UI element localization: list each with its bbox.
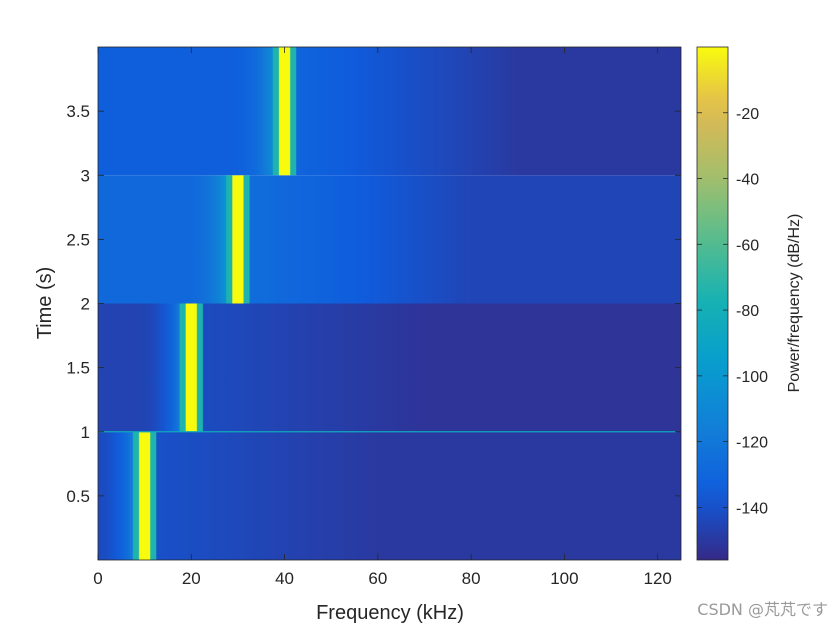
y-tick-label: 2 [81, 295, 90, 314]
spectrogram-segment-4 [98, 47, 681, 176]
colorbar-tick-label: -120 [736, 435, 768, 452]
x-tick-label: 60 [368, 569, 387, 588]
y-tick-label: 1.5 [66, 359, 90, 378]
x-tick-label: 120 [643, 569, 671, 588]
colorbar-label: Power/frequency (dB/Hz) [786, 214, 803, 393]
y-tick-label: 3.5 [66, 102, 90, 121]
watermark: CSDN @芃芃です [697, 600, 828, 619]
y-axis-label: Time (s) [34, 267, 56, 340]
colorbar-tick-label: -20 [736, 106, 759, 123]
colorbar-tick-label: -60 [736, 237, 759, 254]
x-axis-label: Frequency (kHz) [316, 602, 464, 624]
colorbar-tick-label: -140 [736, 500, 768, 517]
colorbar-tick-label: -40 [736, 172, 759, 189]
colorbar-tick-label: -80 [736, 303, 759, 320]
y-tick-label: 2.5 [66, 230, 90, 249]
x-tick-label: 100 [550, 569, 578, 588]
x-tick-label: 40 [275, 569, 294, 588]
x-tick-label: 0 [93, 569, 102, 588]
x-tick-label: 20 [182, 569, 201, 588]
spectrogram-segment-2 [98, 303, 681, 432]
spectrogram-segment-3 [98, 175, 681, 304]
x-tick-label: 80 [462, 569, 481, 588]
spectrogram-segment-1 [98, 431, 681, 560]
y-tick-label: 0.5 [66, 487, 90, 506]
y-tick-label: 3 [81, 166, 90, 185]
y-tick-label: 1 [81, 423, 90, 442]
colorbar [696, 46, 729, 561]
colorbar-tick-label: -100 [736, 369, 768, 386]
